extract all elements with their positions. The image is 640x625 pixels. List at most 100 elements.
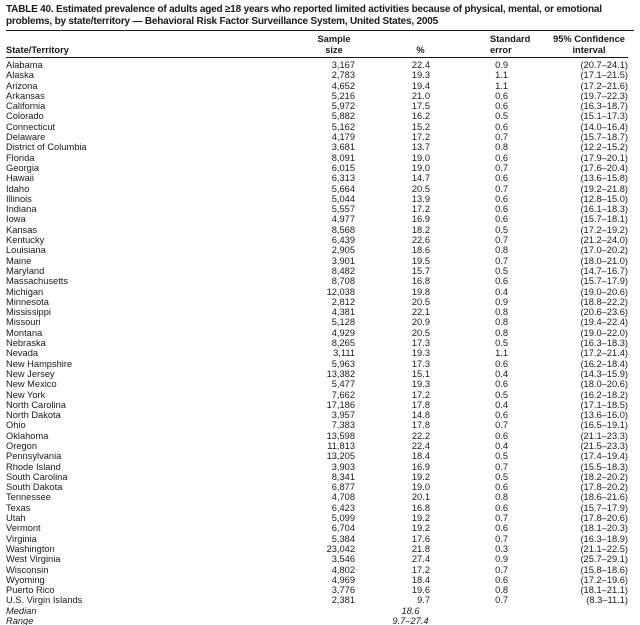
cell-sample-size: 8,265 bbox=[331, 338, 355, 349]
table-row: Tennessee 4,708 20.1 0.8 (18.6–21.6) bbox=[6, 492, 628, 502]
table-row: West Virginia 3,546 27.4 0.9 (25.7–29.1) bbox=[6, 554, 628, 564]
cell-confidence-interval: (19.2–21.8) bbox=[580, 183, 628, 194]
cell-state-territory: North Dakota bbox=[6, 410, 61, 421]
cell-confidence-interval: (16.2–18.4) bbox=[580, 358, 628, 369]
cell-standard-error: 0.6 bbox=[495, 152, 508, 163]
prevalence-table: State/Territory Sample size % Standard e… bbox=[6, 31, 628, 625]
cell-confidence-interval: (14.7–16.7) bbox=[580, 265, 628, 276]
cell-standard-error: 0.6 bbox=[495, 121, 508, 132]
cell-confidence-interval: (21.2–24.0) bbox=[580, 235, 628, 246]
cell-state-territory: Kentucky bbox=[6, 235, 45, 246]
cell-percent: 17.8 bbox=[411, 399, 430, 410]
col-header-label: error bbox=[490, 44, 512, 55]
cell-standard-error: 1.1 bbox=[495, 70, 508, 81]
cell-confidence-interval: (21.1–23.3) bbox=[580, 430, 628, 441]
cell-percent: 17.2 bbox=[411, 389, 430, 400]
table-row: Wisconsin 4,802 17.2 0.7 (15.8–18.6) bbox=[6, 565, 628, 575]
col-header-state-territory: State/Territory bbox=[6, 31, 300, 58]
cell-confidence-interval: (15.7–18.7) bbox=[580, 132, 628, 143]
cell-standard-error: 1.1 bbox=[495, 80, 508, 91]
cell-confidence-interval: (16.2–18.2) bbox=[580, 389, 628, 400]
cell-sample-size: 23,042 bbox=[326, 543, 355, 554]
cell-confidence-interval: (18.2–20.2) bbox=[580, 471, 628, 482]
cell-standard-error: 0.6 bbox=[495, 276, 508, 287]
cell-percent: 18.2 bbox=[411, 224, 430, 235]
cell-standard-error: 0.6 bbox=[495, 482, 508, 493]
cell-confidence-interval: (13.6–15.8) bbox=[580, 173, 628, 184]
cell-state-territory: New Mexico bbox=[6, 379, 57, 390]
cell-percent: 19.0 bbox=[411, 152, 430, 163]
cell-confidence-interval: (18.0–21.0) bbox=[580, 255, 628, 266]
cell-percent: 20.5 bbox=[411, 327, 430, 338]
cell-sample-size: 5,963 bbox=[331, 358, 355, 369]
cell-sample-size: 3,111 bbox=[333, 348, 355, 359]
cell-confidence-interval: (15.5–18.3) bbox=[580, 461, 628, 472]
cell-percent: 19.8 bbox=[411, 286, 430, 297]
col-header-label: interval bbox=[572, 44, 606, 55]
cell-standard-error: 0.6 bbox=[495, 574, 508, 585]
cell-confidence-interval: (14.0–16.4) bbox=[580, 121, 628, 132]
cell-confidence-interval: (20.6–23.6) bbox=[580, 307, 628, 318]
summary-row: Median 18.6 bbox=[6, 606, 628, 616]
cell-sample-size: 2,783 bbox=[331, 70, 355, 81]
table-row: Illinois 5,044 13.9 0.6 (12.8–15.0) bbox=[6, 194, 628, 204]
col-header-confidence-interval: 95% Confidence interval bbox=[510, 31, 628, 58]
cell-confidence-interval: (19.7–22.3) bbox=[580, 90, 628, 101]
cell-state-territory: Texas bbox=[6, 502, 31, 513]
cell-confidence-interval: (25.7–29.1) bbox=[580, 554, 628, 565]
cell-confidence-interval: (17.2–21.6) bbox=[580, 80, 628, 91]
cell-standard-error bbox=[430, 616, 510, 625]
cell-sample-size: 5,664 bbox=[331, 183, 355, 194]
table-row: Washington 23,042 21.8 0.3 (21.1–22.5) bbox=[6, 544, 628, 554]
cell-standard-error: 0.5 bbox=[495, 111, 508, 122]
cell-sample-size: 6,877 bbox=[331, 482, 355, 493]
table-row: Florida 8,091 19.0 0.6 (17.9–20.1) bbox=[6, 153, 628, 163]
cell-sample-size: 2,905 bbox=[331, 245, 355, 256]
cell-state-territory: U.S. Virgin Islands bbox=[6, 595, 83, 606]
table-row: Louisiana 2,905 18.6 0.8 (17.0–20.2) bbox=[6, 245, 628, 255]
cell-state-territory: New York bbox=[6, 389, 46, 400]
cell-sample-size: 3,901 bbox=[331, 255, 355, 266]
table-row: Rhode Island 3,903 16.9 0.7 (15.5–18.3) bbox=[6, 462, 628, 472]
cell-sample-size: 3,903 bbox=[331, 461, 355, 472]
cell-state-territory: Florida bbox=[6, 152, 35, 163]
cell-percent: 19.2 bbox=[411, 523, 430, 534]
cell-sample-size: 6,423 bbox=[331, 502, 355, 513]
cell-percent: 17.5 bbox=[411, 101, 430, 112]
cell-standard-error: 0.7 bbox=[495, 235, 508, 246]
cell-state-territory: Minnesota bbox=[6, 296, 49, 307]
cell-standard-error: 0.4 bbox=[495, 286, 508, 297]
cell-standard-error: 0.6 bbox=[495, 214, 508, 225]
cell-state-territory: West Virginia bbox=[6, 554, 61, 565]
cell-standard-error: 0.6 bbox=[495, 358, 508, 369]
cell-confidence-interval: (16.3–18.9) bbox=[580, 533, 628, 544]
table-row: Iowa 4,977 16.9 0.6 (15.7–18.1) bbox=[6, 214, 628, 224]
cell-confidence-interval: (20.7–24.1) bbox=[580, 60, 628, 70]
cell-confidence-interval: (17.0–20.2) bbox=[580, 245, 628, 256]
cell-sample-size: 12,038 bbox=[326, 286, 355, 297]
cell-standard-error: 0.6 bbox=[495, 173, 508, 184]
cell-percent: 15.1 bbox=[411, 368, 430, 379]
cell-percent: 20.5 bbox=[411, 183, 430, 194]
cell-percent: 19.0 bbox=[411, 482, 430, 493]
cell-confidence-interval: (18.8–22.2) bbox=[580, 296, 628, 307]
cell-standard-error: 0.8 bbox=[495, 492, 508, 503]
cell-percent: 16.9 bbox=[411, 214, 430, 225]
table-row: Nevada 3,111 19.3 1.1 (17.2–21.4) bbox=[6, 348, 628, 358]
cell-sample-size: 5,099 bbox=[331, 513, 355, 524]
table-row: South Dakota 6,877 19.0 0.6 (17.8–20.2) bbox=[6, 482, 628, 492]
table-row: Massachusetts 8,708 16.8 0.6 (15.7–17.9) bbox=[6, 276, 628, 286]
cell-standard-error: 0.9 bbox=[495, 554, 508, 565]
cell-state-territory: Idaho bbox=[6, 183, 30, 194]
cell-sample-size: 5,882 bbox=[331, 111, 355, 122]
cell-standard-error: 0.6 bbox=[495, 90, 508, 101]
cell-sample-size: 5,477 bbox=[331, 379, 355, 390]
cell-confidence-interval bbox=[510, 616, 628, 625]
table-row: Virginia 5,384 17.6 0.7 (16.3–18.9) bbox=[6, 534, 628, 544]
table-row: Wyoming 4,969 18.4 0.6 (17.2–19.6) bbox=[6, 575, 628, 585]
cell-sample-size bbox=[300, 616, 355, 625]
cell-standard-error: 0.7 bbox=[495, 183, 508, 194]
cell-standard-error: 0.6 bbox=[495, 410, 508, 421]
cell-sample-size: 5,384 bbox=[331, 533, 355, 544]
